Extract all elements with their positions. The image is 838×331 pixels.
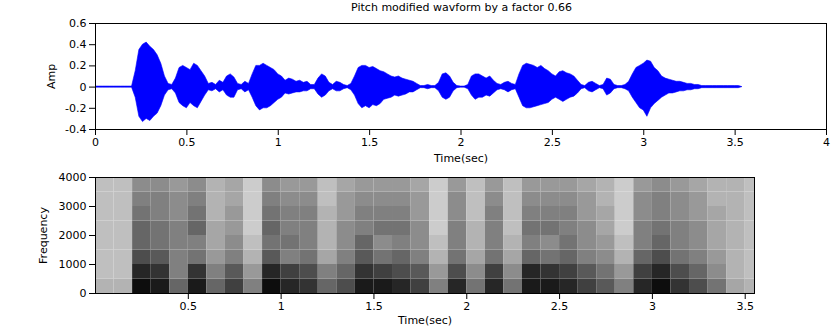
svg-text:-0.4: -0.4: [65, 123, 86, 136]
svg-text:3.5: 3.5: [736, 300, 754, 313]
svg-text:2: 2: [458, 136, 465, 149]
svg-text:3000: 3000: [59, 200, 87, 213]
svg-text:2.5: 2.5: [544, 136, 562, 149]
svg-text:Time(sec): Time(sec): [397, 314, 452, 327]
svg-text:0.5: 0.5: [178, 136, 196, 149]
svg-text:1.5: 1.5: [365, 300, 383, 313]
svg-text:3: 3: [640, 136, 647, 149]
svg-text:0.4: 0.4: [69, 38, 87, 51]
svg-text:0.2: 0.2: [69, 59, 87, 72]
svg-text:3.5: 3.5: [726, 136, 744, 149]
svg-text:0: 0: [80, 287, 87, 300]
svg-text:-0.2: -0.2: [65, 102, 86, 115]
svg-text:2.5: 2.5: [551, 300, 569, 313]
svg-text:2000: 2000: [59, 229, 87, 242]
svg-text:0.6: 0.6: [69, 17, 87, 30]
html-text:Pitch modified wavform by a fa: Pitch modified wavform by a factor 0.66: [351, 1, 572, 14]
svg-text:0: 0: [92, 136, 99, 149]
svg-text:Frequency: Frequency: [37, 207, 50, 264]
svg-text:0: 0: [80, 81, 87, 94]
svg-text:0.5: 0.5: [180, 300, 198, 313]
svg-text:2: 2: [463, 300, 470, 313]
svg-text:Amp: Amp: [45, 64, 58, 89]
svg-text:1: 1: [278, 300, 285, 313]
svg-text:1: 1: [275, 136, 282, 149]
svg-text:1000: 1000: [59, 258, 87, 271]
svg-text:3: 3: [649, 300, 656, 313]
svg-text:1.5: 1.5: [361, 136, 379, 149]
svg-text:4: 4: [823, 136, 830, 149]
svg-text:4000: 4000: [59, 171, 87, 184]
svg-text:Time(sec): Time(sec): [433, 152, 488, 165]
